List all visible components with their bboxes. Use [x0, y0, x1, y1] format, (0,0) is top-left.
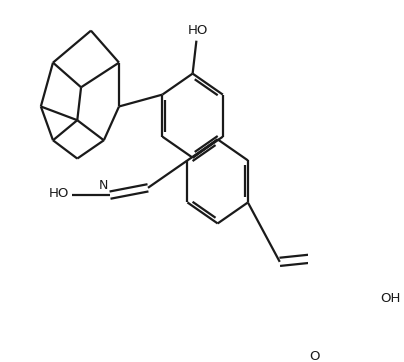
Text: HO: HO: [188, 24, 208, 37]
Text: O: O: [309, 350, 320, 362]
Text: OH: OH: [381, 292, 401, 305]
Text: N: N: [99, 180, 108, 192]
Text: HO: HO: [48, 187, 69, 200]
